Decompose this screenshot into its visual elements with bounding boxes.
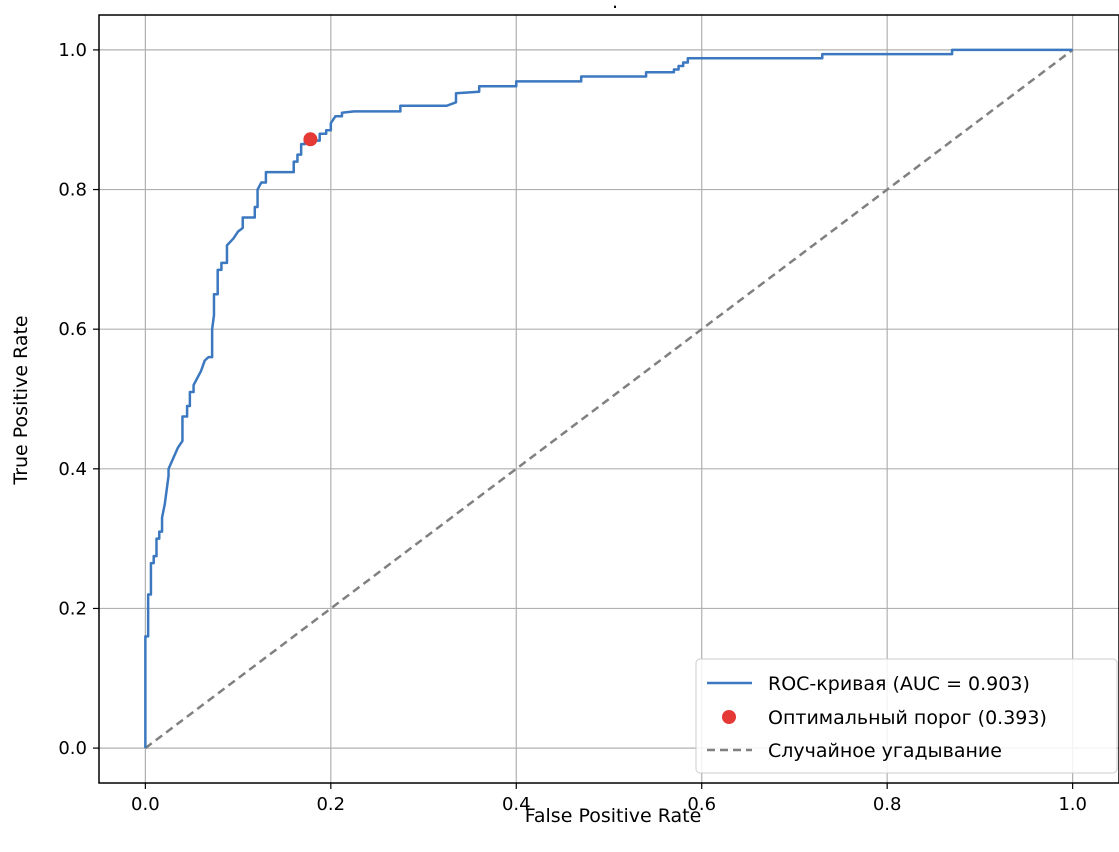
- y-tick-label: 0.8: [58, 180, 87, 201]
- axis-ticks: 0.0 0.2 0.4 0.6 0.8 1.0 0.0 0.2 0.4 0.6 0.8 1.0: [58, 40, 1087, 815]
- x-tick-label: 0.2: [316, 794, 345, 815]
- x-tick-label: 0.6: [687, 794, 716, 815]
- x-axis-label: False Positive Rate: [525, 805, 702, 827]
- legend-random-label: Случайное угадывание: [768, 740, 1002, 762]
- x-tick-label: 0.4: [502, 794, 531, 815]
- legend-optimal-marker: [722, 710, 736, 724]
- y-tick-label: 0.2: [58, 598, 87, 619]
- grid: [99, 15, 1119, 783]
- y-tick-label: 1.0: [58, 40, 87, 61]
- legend-optimal-label: Оптимальный порог (0.393): [768, 707, 1047, 729]
- x-tick-label: 0.8: [873, 794, 902, 815]
- y-tick-label: 0.4: [58, 459, 87, 480]
- random-guess-line: [144, 48, 1074, 750]
- plot-series: [144, 48, 1074, 750]
- legend-frame: [695, 658, 1118, 774]
- x-tick-label: 1.0: [1058, 794, 1087, 815]
- plot-frame: [98, 14, 1119, 784]
- chart-title: .: [612, 0, 618, 13]
- legend-roc-label: ROC-кривая (AUC = 0.903): [768, 673, 1030, 695]
- optimal-threshold-point: [303, 132, 318, 147]
- y-tick-label: 0.0: [58, 738, 87, 759]
- y-tick-label: 0.6: [58, 319, 87, 340]
- legend: ROC-кривая (AUC = 0.903) Оптимальный пор…: [695, 658, 1118, 774]
- x-tick-label: 0.0: [131, 794, 160, 815]
- roc-curve-line: [144, 48, 1073, 749]
- y-axis-label: True Positive Rate: [10, 315, 32, 485]
